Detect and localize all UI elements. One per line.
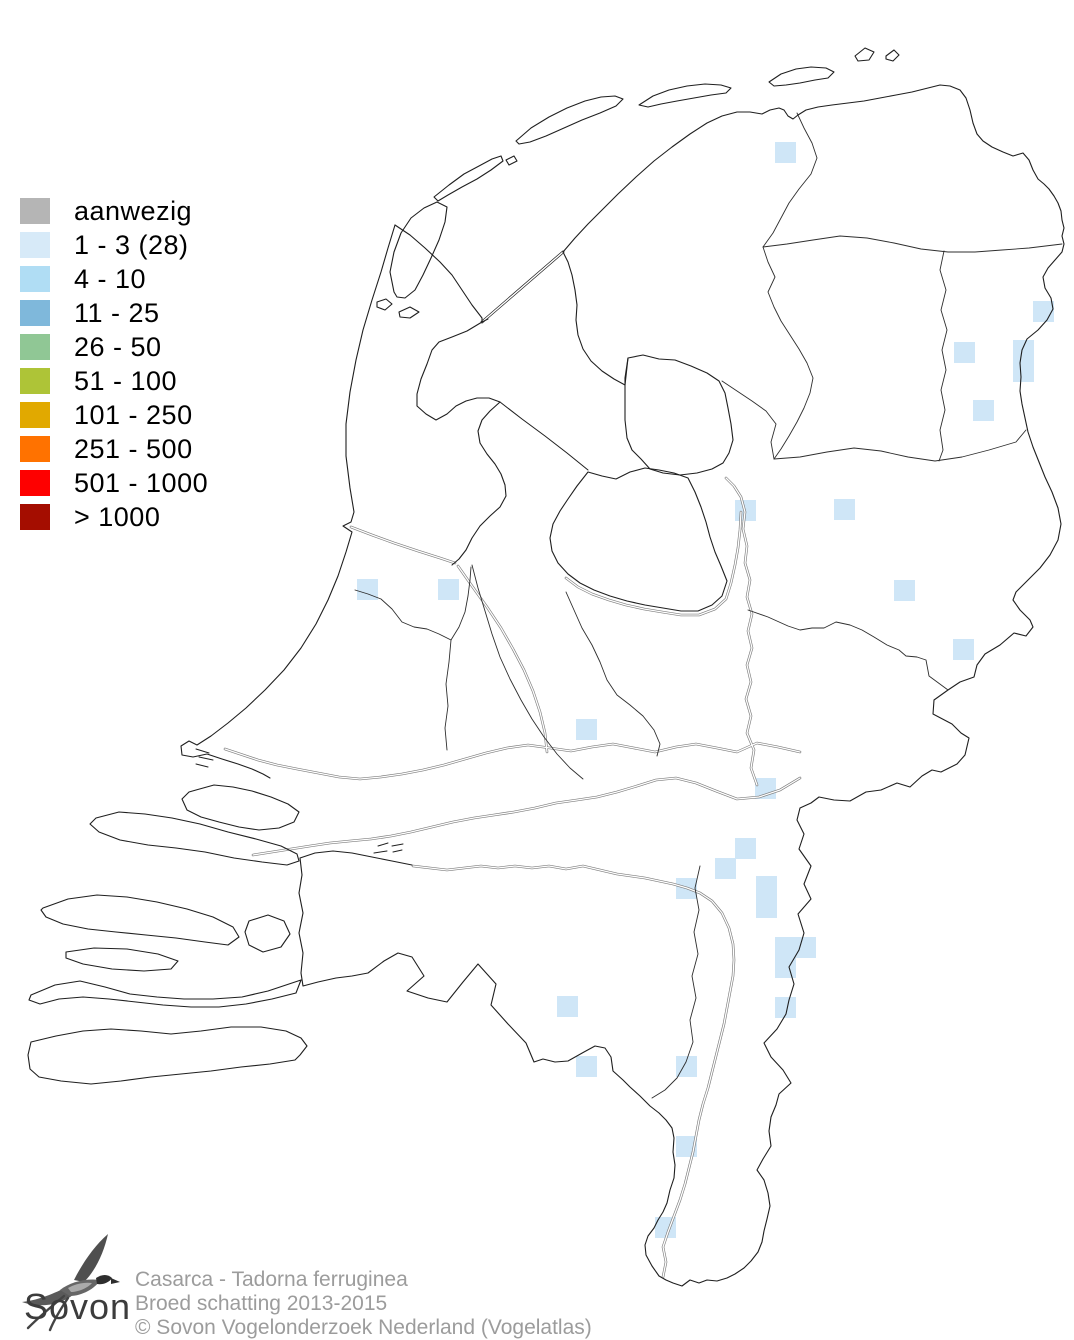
legend-swatch xyxy=(20,470,50,496)
island-ameland xyxy=(638,83,732,108)
legend-swatch xyxy=(20,198,50,224)
legend-label: > 1000 xyxy=(74,502,161,532)
island-schouwen xyxy=(40,894,240,946)
legend-label: 251 - 500 xyxy=(74,434,193,464)
grid-square xyxy=(775,142,796,163)
legend-item: 501 - 1000 xyxy=(20,468,209,498)
grid-square xyxy=(953,639,974,660)
legend-item: 4 - 10 xyxy=(20,264,208,294)
legend-label: 1 - 3 (28) xyxy=(74,230,189,260)
footer: Sovon Casarca - Tadorna ferruginea Broed… xyxy=(0,1228,1074,1340)
mainland-outline xyxy=(180,224,396,779)
legend-item: 26 - 50 xyxy=(20,332,208,362)
legend: aanwezig 1 - 3 (28) 4 - 10 11 - 25 26 - … xyxy=(20,198,208,538)
bird-head xyxy=(96,1275,112,1285)
grid-squares-layer xyxy=(357,142,1054,1238)
legend-label: 501 - 1000 xyxy=(74,468,209,498)
legend-label: 11 - 25 xyxy=(74,298,160,328)
island-voorne-putten xyxy=(181,784,300,831)
houtribdijk xyxy=(499,401,589,471)
island-texel xyxy=(389,201,448,299)
legend-swatch xyxy=(20,402,50,428)
legend-label: 26 - 50 xyxy=(74,332,162,362)
grid-square xyxy=(357,579,378,600)
sovon-logo-bird-icon xyxy=(22,1234,120,1332)
copyright-line: © Sovon Vogelonderzoek Nederland (Vogela… xyxy=(135,1316,592,1339)
bird-beak xyxy=(111,1278,120,1284)
bird-tail-streamer xyxy=(26,1294,66,1330)
coastline-layer xyxy=(180,84,1065,1287)
legend-item: > 1000 xyxy=(20,502,208,532)
legend-item: 1 - 3 (28) xyxy=(20,230,208,260)
grid-square xyxy=(576,719,597,740)
island-terschelling xyxy=(515,95,624,145)
grid-square xyxy=(1033,301,1054,322)
grid-square xyxy=(735,838,756,859)
grid-square xyxy=(756,897,777,918)
legend-item: 251 - 500 xyxy=(20,434,208,464)
flevoland xyxy=(549,467,728,612)
legend-label: 4 - 10 xyxy=(74,264,147,294)
legend-item: 11 - 25 xyxy=(20,298,208,328)
grid-square xyxy=(954,342,975,363)
island-noord-beveland xyxy=(65,947,179,972)
species-name: Casarca - Tadorna ferruginea xyxy=(135,1268,408,1291)
map-caption: Casarca - Tadorna ferruginea Broed schat… xyxy=(135,1268,592,1340)
north-and-east-outline xyxy=(298,84,1065,1287)
rivers-layer xyxy=(224,477,801,1278)
sovon-logo-text: Sovon xyxy=(24,1286,132,1327)
legend-swatch xyxy=(20,266,50,292)
legend-swatch xyxy=(20,300,50,326)
grid-square xyxy=(795,937,816,958)
bird-body-patch xyxy=(68,1282,92,1292)
grid-square xyxy=(676,1056,697,1077)
grid-square xyxy=(756,876,777,897)
grid-square xyxy=(894,580,915,601)
legend-rows: aanwezig 1 - 3 (28) 4 - 10 11 - 25 26 - … xyxy=(20,196,209,532)
waddencoast-northholland xyxy=(394,224,483,323)
map-details-layer xyxy=(195,318,489,854)
grid-square xyxy=(775,937,796,958)
grid-square xyxy=(557,996,578,1017)
legend-swatch xyxy=(20,334,50,360)
grid-square xyxy=(438,579,459,600)
legend-item: aanwezig xyxy=(20,196,208,226)
grid-square xyxy=(1013,361,1034,382)
legend-item: 51 - 100 xyxy=(20,366,208,396)
island-vlieland xyxy=(433,155,504,202)
legend-swatch xyxy=(20,504,50,530)
province-borders-layer xyxy=(354,112,1063,1099)
grid-square xyxy=(834,499,855,520)
legend-swatch xyxy=(20,436,50,462)
grid-square xyxy=(715,858,736,879)
grid-square xyxy=(775,997,796,1018)
island-schiermonnikoog xyxy=(768,66,835,87)
bird-tail-streamer xyxy=(48,1296,70,1332)
grid-square xyxy=(973,400,994,421)
island-walcheren-beveland xyxy=(28,979,302,1008)
legend-label: 51 - 100 xyxy=(74,366,178,396)
legend-item: 101 - 250 xyxy=(20,400,208,430)
island-goeree xyxy=(89,811,300,866)
friesland-ijsselmeer-coast xyxy=(562,251,629,386)
island-zeeuws-vlaanderen xyxy=(27,1026,308,1085)
delta-islands-layer xyxy=(27,784,308,1085)
legend-swatch xyxy=(20,232,50,258)
bird-upper-wing xyxy=(74,1234,108,1282)
wadden-islands-layer xyxy=(376,47,900,319)
survey-subtitle: Broed schatting 2013-2015 xyxy=(135,1292,388,1315)
rivers-layer xyxy=(223,476,802,1279)
dikes-layer xyxy=(481,251,564,323)
ijsselmeer-west-coast xyxy=(416,321,507,566)
grid-square xyxy=(1013,340,1034,361)
legend-label: 101 - 250 xyxy=(74,400,193,430)
noordoostpolder xyxy=(624,354,734,476)
legend-swatch xyxy=(20,368,50,394)
island-tholen xyxy=(244,914,291,953)
grid-square xyxy=(576,1056,597,1077)
legend-label: aanwezig xyxy=(74,196,193,226)
